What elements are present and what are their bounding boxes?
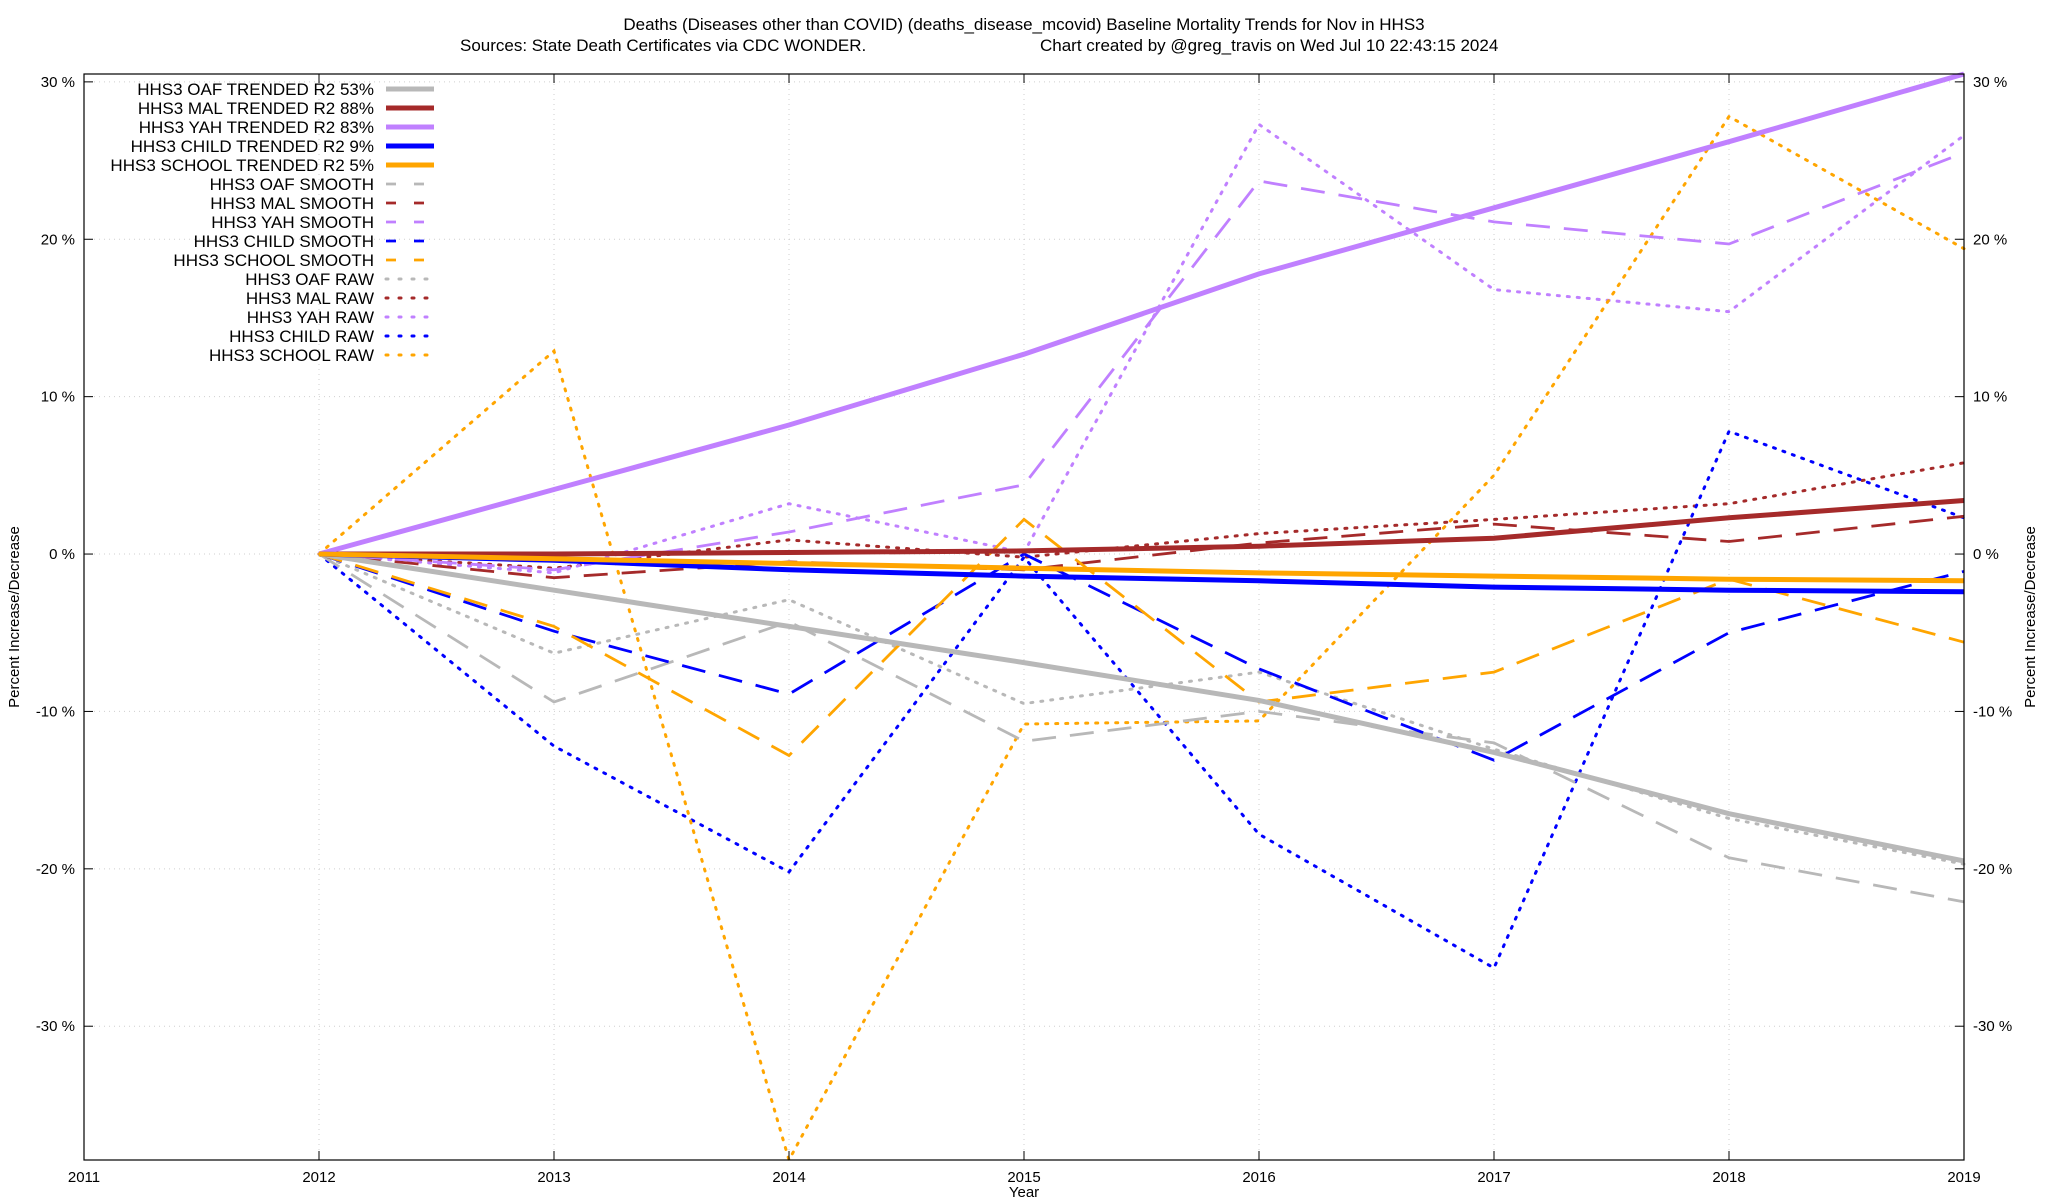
series-line-dashed xyxy=(318,151,1965,572)
y-tick-label-left: -20 % xyxy=(36,861,75,878)
chart-credit: Chart created by @greg_travis on Wed Jul… xyxy=(1040,36,1498,55)
legend-label: HHS3 YAH SMOOTH xyxy=(211,213,374,232)
series-line-solid xyxy=(318,551,1965,584)
legend-label: HHS3 MAL RAW xyxy=(246,289,374,308)
series-group xyxy=(317,71,1966,1164)
y-tick-label-left: 0 % xyxy=(49,546,75,563)
x-tick-label: 2013 xyxy=(537,1169,570,1186)
y-tick-label-right: -30 % xyxy=(1973,1018,2012,1035)
x-tick-label: 2018 xyxy=(1712,1169,1745,1186)
series-line-dashed xyxy=(318,552,1965,904)
legend-label: HHS3 MAL TRENDED R2 88% xyxy=(138,99,374,118)
y-axis-label-left: Percent Increase/Decrease xyxy=(6,526,23,708)
x-tick-label: 2012 xyxy=(302,1169,335,1186)
y-tick-label-left: 30 % xyxy=(41,74,75,91)
x-tick-label: 2016 xyxy=(1242,1169,1275,1186)
axis-ticks: 2011 2012 2013 2014 2015 2016 2017 2018 2019 30 %… xyxy=(36,74,2012,1186)
legend-label: HHS3 CHILD SMOOTH xyxy=(194,232,374,251)
legend-label: HHS3 SCHOOL SMOOTH xyxy=(173,251,374,270)
x-axis-label: Year xyxy=(1009,1184,1039,1200)
x-tick-label: 2015 xyxy=(1007,1169,1040,1186)
legend-label: HHS3 OAF TRENDED R2 53% xyxy=(137,80,374,99)
series-line-dotted xyxy=(317,122,1966,575)
x-tick-label: 2017 xyxy=(1477,1169,1510,1186)
y-tick-label-right: 10 % xyxy=(1973,389,2007,406)
y-tick-label-right: 20 % xyxy=(1973,231,2007,248)
legend-label: HHS3 YAH TRENDED R2 83% xyxy=(139,118,374,137)
legend-label: HHS3 YAH RAW xyxy=(247,308,374,327)
y-tick-label-left: 20 % xyxy=(41,231,75,248)
x-tick-label: 2011 xyxy=(68,1169,100,1186)
chart-source: Sources: State Death Certificates via CD… xyxy=(460,36,866,55)
legend-label: HHS3 CHILD RAW xyxy=(229,327,374,346)
legend-label: HHS3 OAF SMOOTH xyxy=(210,175,374,194)
series-line-dotted xyxy=(317,552,1966,866)
series-line-dashed xyxy=(318,517,1965,758)
y-tick-label-left: -10 % xyxy=(36,703,75,720)
series-line-dashed xyxy=(318,552,1965,762)
series-line-dotted xyxy=(317,114,1966,1164)
legend-label: HHS3 SCHOOL RAW xyxy=(209,346,374,365)
y-axis-label-right: Percent Increase/Decrease xyxy=(2022,526,2039,708)
legend-label: HHS3 CHILD TRENDED R2 9% xyxy=(131,137,374,156)
y-tick-label-left: 10 % xyxy=(41,389,75,406)
series-line-dotted xyxy=(317,429,1966,971)
series-line-dashed xyxy=(318,514,1965,580)
legend-label: HHS3 MAL SMOOTH xyxy=(210,194,374,213)
y-tick-label-right: -10 % xyxy=(1973,703,2012,720)
x-tick-label: 2014 xyxy=(772,1169,805,1186)
chart-title: Deaths (Diseases other than COVID) (deat… xyxy=(623,15,1424,34)
y-tick-label-right: 30 % xyxy=(1973,74,2007,91)
series-line-solid xyxy=(318,551,1965,864)
legend-label: HHS3 SCHOOL TRENDED R2 5% xyxy=(110,156,374,175)
series-line-solid xyxy=(318,71,1965,557)
series-line-solid xyxy=(319,498,1965,557)
legend-label: HHS3 OAF RAW xyxy=(245,270,374,289)
y-tick-label-right: -20 % xyxy=(1973,861,2012,878)
legend: HHS3 OAF TRENDED R2 53%HHS3 MAL TRENDED … xyxy=(110,80,436,365)
x-tick-label: 2019 xyxy=(1947,1169,1980,1186)
y-tick-label-left: -30 % xyxy=(36,1018,75,1035)
y-tick-label-right: 0 % xyxy=(1973,546,1999,563)
